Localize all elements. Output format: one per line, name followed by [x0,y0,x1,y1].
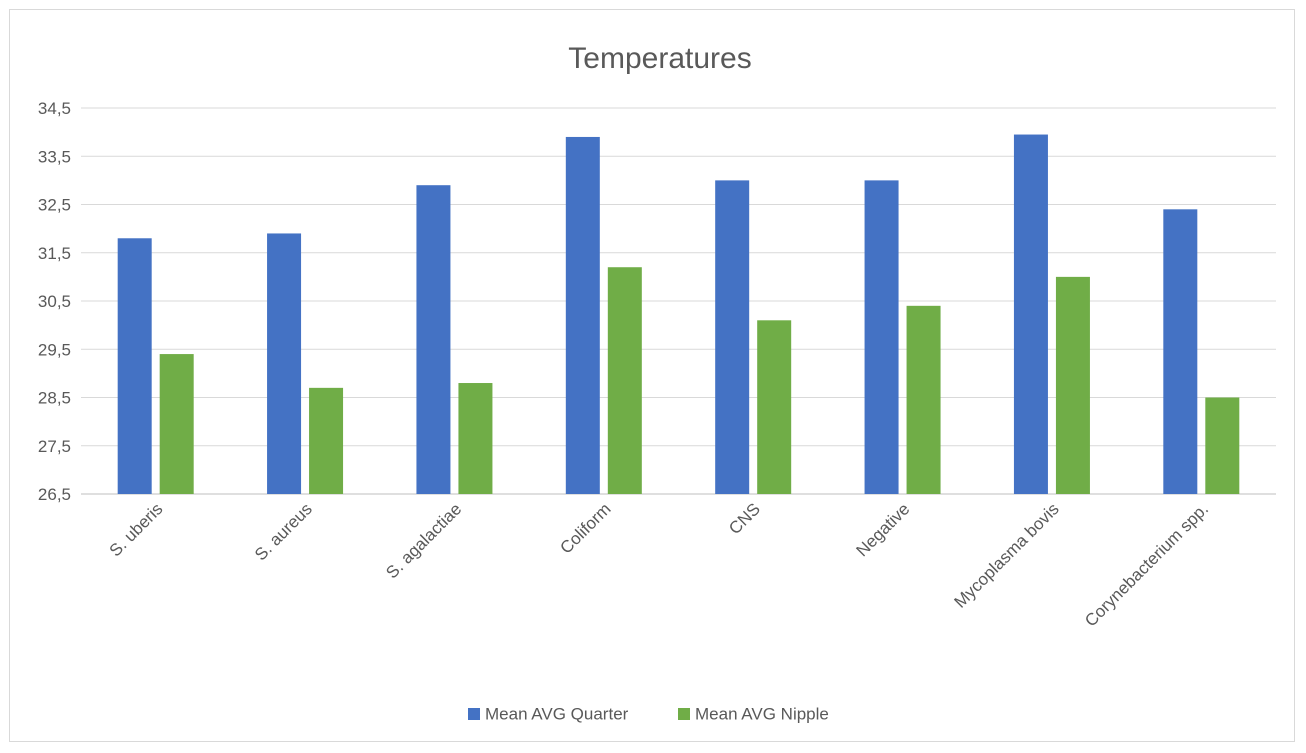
y-tick-label: 28,5 [38,389,71,408]
x-category-label: S. aureus [251,499,316,564]
y-tick-label: 27,5 [38,437,71,456]
x-category-label: S. agalactiae [382,499,465,582]
y-tick-label: 34,5 [38,99,71,118]
y-tick-label: 32,5 [38,196,71,215]
x-category-label: Coliform [556,499,614,557]
bar-nipple [906,305,941,494]
y-tick-label: 33,5 [38,147,71,166]
bar-quarter [1013,134,1048,494]
x-category-label: Negative [853,499,914,560]
bar-quarter [267,233,302,494]
y-tick-label: 29,5 [38,340,71,359]
bar-quarter [864,180,899,494]
bar-nipple [159,354,194,494]
bar-nipple [1205,397,1240,494]
y-tick-label: 26,5 [38,485,71,504]
bar-nipple [607,267,642,494]
x-axis-categories: S. uberis S. aureus S. agalactiae Coliform C… [106,499,1213,630]
x-category-label: S. uberis [106,499,167,560]
y-tick-label: 30,5 [38,292,71,311]
chart-frame: Temperatures 26,5 27,5 28,5 29,5 30,5 31,5 32,… [9,9,1295,742]
y-axis-ticks: 26,5 27,5 28,5 29,5 30,5 31,5 32,5 33,5 34,5 [38,99,71,504]
bars [117,134,1240,494]
bar-quarter [565,136,600,494]
bar-nipple [458,383,493,494]
gridlines [81,107,1276,495]
legend-swatch [468,708,480,720]
bar-quarter [117,238,152,494]
bar-nipple [309,387,344,494]
legend-swatch [678,708,690,720]
bar-quarter [416,185,451,494]
bar-quarter [1163,209,1198,494]
bar-nipple [1055,276,1090,494]
x-category-label: Mycoplasma bovis [950,499,1062,611]
bar-nipple [757,320,792,494]
bar-quarter [715,180,750,494]
y-tick-label: 31,5 [38,244,71,263]
legend: Mean AVG Quarter Mean AVG Nipple [468,705,829,724]
legend-label: Mean AVG Nipple [695,705,829,724]
legend-label: Mean AVG Quarter [485,705,629,724]
chart-title: Temperatures [568,42,751,75]
bar-chart: Temperatures 26,5 27,5 28,5 29,5 30,5 31,5 32,… [38,42,1276,724]
x-category-label: CNS [725,499,764,538]
x-category-label: Corynebacterium spp. [1081,499,1212,630]
